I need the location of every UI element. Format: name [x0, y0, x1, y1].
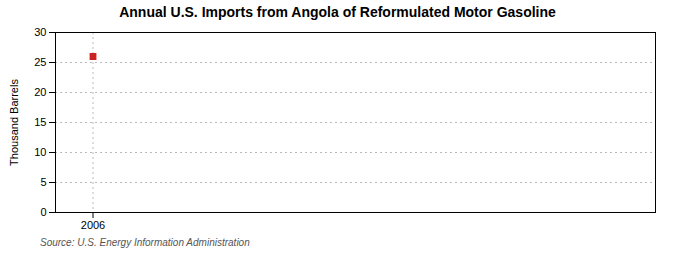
svg-text:5: 5	[40, 176, 46, 188]
html-text:Annual U.S. Imports from Angol: Annual U.S. Imports from Angola of Refor…	[119, 4, 556, 20]
svg-text:Thousand Barrels: Thousand Barrels	[8, 79, 20, 166]
svg-text:30: 30	[34, 26, 46, 38]
svg-text:25: 25	[34, 56, 46, 68]
html-text:Source: U.S. Energy Informatio: Source: U.S. Energy Information Administ…	[40, 237, 250, 248]
svg-text:2006: 2006	[81, 219, 105, 231]
svg-text:0: 0	[40, 206, 46, 218]
svg-text:15: 15	[34, 116, 46, 128]
svg-text:10: 10	[34, 146, 46, 158]
svg-text:20: 20	[34, 86, 46, 98]
